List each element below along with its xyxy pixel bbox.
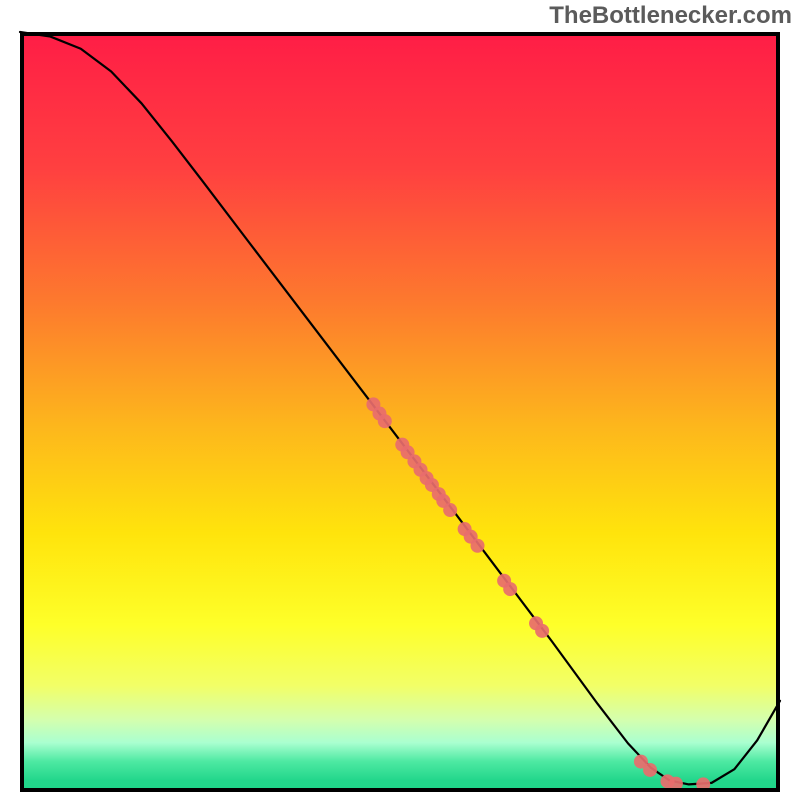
scatter-point bbox=[378, 414, 392, 428]
plot-area bbox=[20, 32, 780, 792]
scatter-point bbox=[669, 777, 683, 791]
figure-canvas: TheBottlenecker.com bbox=[0, 0, 800, 800]
scatter-point bbox=[471, 539, 485, 553]
plot-background bbox=[20, 32, 780, 792]
scatter-point bbox=[643, 763, 657, 777]
scatter-point bbox=[696, 777, 710, 791]
watermark-label: TheBottlenecker.com bbox=[549, 2, 792, 30]
scatter-point bbox=[535, 624, 549, 638]
plot-svg bbox=[20, 32, 780, 792]
scatter-point bbox=[503, 582, 517, 596]
scatter-point bbox=[443, 503, 457, 517]
